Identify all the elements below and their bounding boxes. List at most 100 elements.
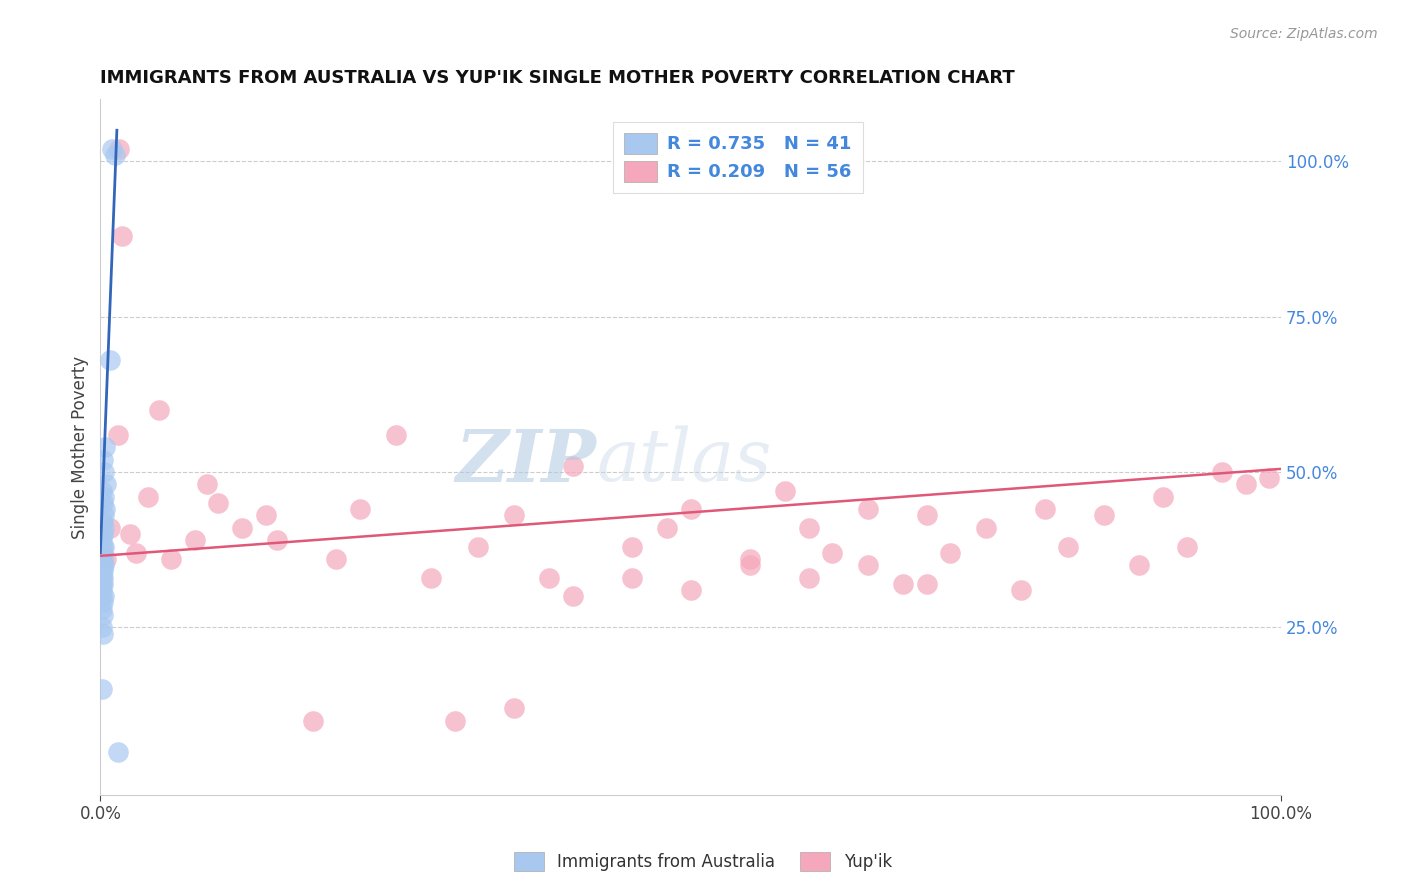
- Point: [384, 427, 406, 442]
- Point: [254, 508, 277, 523]
- Point: [93, 465, 115, 479]
- Point: [90, 552, 112, 566]
- Point: [90, 483, 112, 498]
- Point: [302, 714, 325, 728]
- Point: [195, 477, 218, 491]
- Point: [91, 565, 114, 579]
- Point: [94, 440, 117, 454]
- Point: [1033, 502, 1056, 516]
- Point: [90, 577, 112, 591]
- Point: [90, 589, 112, 603]
- Point: [856, 502, 879, 516]
- Point: [107, 745, 129, 759]
- Point: [107, 427, 129, 442]
- Point: [148, 402, 170, 417]
- Y-axis label: Single Mother Poverty: Single Mother Poverty: [72, 356, 89, 539]
- Point: [655, 521, 678, 535]
- Point: [90, 620, 112, 634]
- Text: IMMIGRANTS FROM AUSTRALIA VS YUP'IK SINGLE MOTHER POVERTY CORRELATION CHART: IMMIGRANTS FROM AUSTRALIA VS YUP'IK SING…: [100, 69, 1015, 87]
- Point: [91, 527, 114, 541]
- Point: [738, 558, 761, 573]
- Point: [443, 714, 465, 728]
- Point: [91, 552, 114, 566]
- Point: [110, 228, 132, 243]
- Point: [90, 682, 112, 697]
- Text: ZIP: ZIP: [456, 425, 596, 497]
- Point: [125, 546, 148, 560]
- Point: [136, 490, 159, 504]
- Point: [96, 552, 118, 566]
- Point: [90, 601, 112, 615]
- Point: [91, 607, 114, 622]
- Point: [1211, 465, 1233, 479]
- Point: [91, 558, 114, 573]
- Point: [561, 589, 583, 603]
- Point: [118, 527, 141, 541]
- Point: [325, 552, 347, 566]
- Point: [1175, 540, 1198, 554]
- Point: [797, 521, 820, 535]
- Point: [93, 508, 115, 523]
- Point: [90, 565, 112, 579]
- Point: [856, 558, 879, 573]
- Point: [207, 496, 229, 510]
- Point: [266, 533, 288, 548]
- Point: [98, 521, 121, 535]
- Point: [93, 589, 115, 603]
- Point: [91, 540, 114, 554]
- Point: [108, 142, 131, 156]
- Point: [231, 521, 253, 535]
- Point: [90, 571, 112, 585]
- Point: [101, 142, 124, 156]
- Point: [821, 546, 844, 560]
- Point: [90, 533, 112, 548]
- Point: [738, 552, 761, 566]
- Point: [96, 477, 118, 491]
- Point: [620, 540, 643, 554]
- Point: [1057, 540, 1080, 554]
- Point: [93, 558, 115, 573]
- Point: [679, 582, 702, 597]
- Point: [502, 508, 524, 523]
- Point: [160, 552, 183, 566]
- Point: [1010, 582, 1032, 597]
- Point: [537, 571, 560, 585]
- Point: [184, 533, 207, 548]
- Text: Source: ZipAtlas.com: Source: ZipAtlas.com: [1230, 27, 1378, 41]
- Point: [91, 595, 114, 609]
- Point: [561, 458, 583, 473]
- Point: [91, 452, 114, 467]
- Point: [98, 353, 121, 368]
- Point: [349, 502, 371, 516]
- Point: [1152, 490, 1174, 504]
- Point: [91, 515, 114, 529]
- Point: [1092, 508, 1115, 523]
- Point: [103, 148, 125, 162]
- Point: [90, 527, 112, 541]
- Point: [620, 571, 643, 585]
- Point: [467, 540, 489, 554]
- Point: [419, 571, 441, 585]
- Point: [93, 490, 115, 504]
- Point: [915, 508, 938, 523]
- Legend: Immigrants from Australia, Yup'ik: Immigrants from Australia, Yup'ik: [506, 843, 900, 880]
- Point: [94, 502, 117, 516]
- Point: [91, 571, 114, 585]
- Point: [797, 571, 820, 585]
- Point: [91, 577, 114, 591]
- Text: atlas: atlas: [596, 425, 772, 496]
- Point: [939, 546, 962, 560]
- Point: [93, 540, 115, 554]
- Point: [679, 502, 702, 516]
- Point: [90, 582, 112, 597]
- Point: [502, 701, 524, 715]
- Point: [93, 521, 115, 535]
- Point: [90, 515, 112, 529]
- Point: [90, 546, 112, 560]
- Legend: R = 0.735   N = 41, R = 0.209   N = 56: R = 0.735 N = 41, R = 0.209 N = 56: [613, 122, 862, 193]
- Point: [915, 577, 938, 591]
- Point: [91, 496, 114, 510]
- Point: [891, 577, 914, 591]
- Point: [1128, 558, 1150, 573]
- Point: [91, 626, 114, 640]
